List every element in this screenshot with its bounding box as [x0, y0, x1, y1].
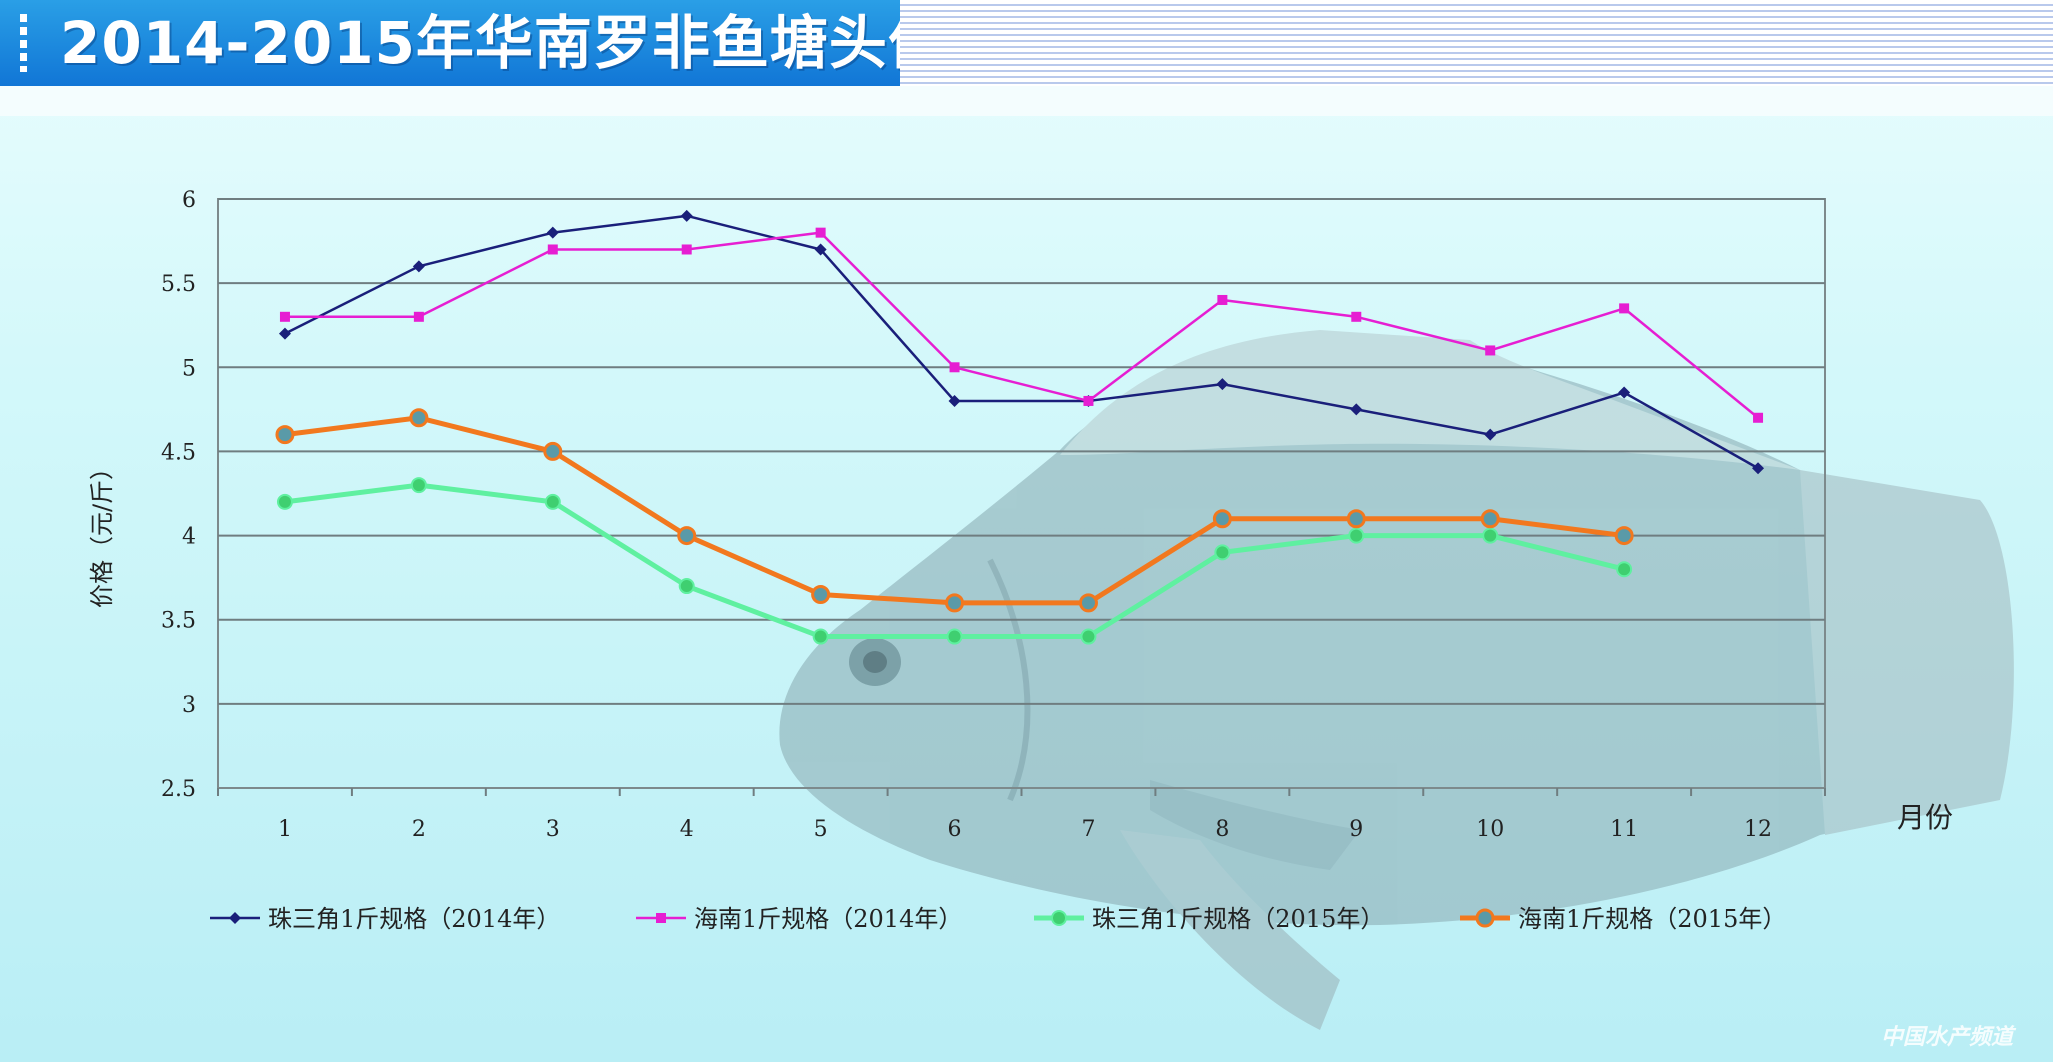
data-point: [1216, 378, 1229, 391]
page-title: 2014-2015年华南罗非鱼塘头价: [60, 9, 947, 77]
x-tick-label: 3: [546, 817, 560, 842]
data-point: [413, 311, 424, 322]
data-point: [1614, 526, 1634, 546]
x-tick-label: 2: [412, 817, 426, 842]
data-point: [945, 593, 965, 613]
data-point: [948, 394, 961, 407]
data-point: [279, 311, 290, 322]
data-point: [946, 628, 963, 645]
legend-marker: [656, 913, 666, 923]
data-point: [680, 209, 693, 222]
data-point: [546, 226, 559, 239]
data-point: [276, 493, 293, 510]
series-line-2: [284, 231, 1759, 419]
legend-marker: [1051, 910, 1067, 926]
data-point: [1753, 412, 1764, 423]
data-point: [677, 526, 697, 546]
data-point: [1485, 345, 1496, 356]
y-tick-label: 2.5: [161, 777, 196, 802]
legend-marker: [229, 912, 241, 924]
data-point: [949, 362, 960, 373]
data-point: [543, 441, 563, 461]
data-point: [815, 227, 826, 238]
data-point: [1346, 509, 1366, 529]
data-point: [814, 243, 827, 256]
header-bar: [0, 0, 900, 86]
data-point: [1350, 403, 1363, 416]
x-tick-label: 5: [814, 817, 828, 842]
x-tick-label: 9: [1349, 817, 1363, 842]
y-axis-title: 价格（元/斤）: [88, 456, 116, 608]
series-line-1: [284, 214, 1759, 470]
y-tick-label: 3.5: [161, 609, 196, 634]
data-point: [1078, 593, 1098, 613]
data-point: [1480, 509, 1500, 529]
y-tick-label: 4.5: [161, 440, 196, 465]
x-axis-title: 月份: [1897, 801, 1953, 834]
legend-marker: [1475, 908, 1495, 928]
x-tick-label: 6: [948, 817, 962, 842]
data-point: [409, 408, 429, 428]
legend-label: 海南1斤规格（2015年）: [1518, 905, 1786, 933]
data-point: [1484, 428, 1497, 441]
y-tick-label: 3: [182, 693, 196, 718]
data-point: [275, 425, 295, 445]
data-point: [1080, 628, 1097, 645]
data-point: [678, 578, 695, 595]
y-tick-label: 6: [182, 188, 196, 213]
x-tick-label: 11: [1610, 817, 1638, 842]
legend-label: 海南1斤规格（2014年）: [694, 905, 962, 933]
data-point: [1482, 527, 1499, 544]
header-stripes: [900, 0, 2053, 86]
data-point: [412, 260, 425, 273]
x-tick-label: 4: [680, 817, 694, 842]
data-point: [1619, 303, 1630, 314]
x-tick-label: 12: [1744, 817, 1772, 842]
data-point: [544, 493, 561, 510]
x-tick-label: 8: [1215, 817, 1229, 842]
data-point: [1217, 294, 1228, 305]
y-tick-label: 5.5: [161, 272, 196, 297]
legend-label: 珠三角1斤规格（2015年）: [1092, 905, 1384, 933]
data-point: [681, 244, 692, 255]
x-tick-label: 7: [1081, 817, 1095, 842]
x-tick-label: 1: [278, 817, 292, 842]
header-dots-icon: [20, 14, 27, 72]
data-point: [1351, 311, 1362, 322]
data-point: [812, 628, 829, 645]
data-point: [1348, 527, 1365, 544]
data-point: [1214, 544, 1231, 561]
data-point: [278, 327, 291, 340]
y-tick-label: 4: [182, 525, 196, 550]
data-point: [1618, 386, 1631, 399]
x-tick-label: 10: [1476, 817, 1504, 842]
data-point: [1752, 462, 1765, 475]
watermark-logo: 中国水产频道: [1880, 1025, 2013, 1050]
data-point: [1212, 509, 1232, 529]
data-point: [410, 477, 427, 494]
y-tick-label: 5: [182, 356, 196, 381]
fish-background-icon: [779, 330, 2014, 1030]
data-point: [1083, 395, 1094, 406]
data-point: [1616, 561, 1633, 578]
legend-label: 珠三角1斤规格（2014年）: [268, 905, 560, 933]
data-point: [811, 584, 831, 604]
header-band: [0, 86, 2053, 116]
data-point: [547, 244, 558, 255]
